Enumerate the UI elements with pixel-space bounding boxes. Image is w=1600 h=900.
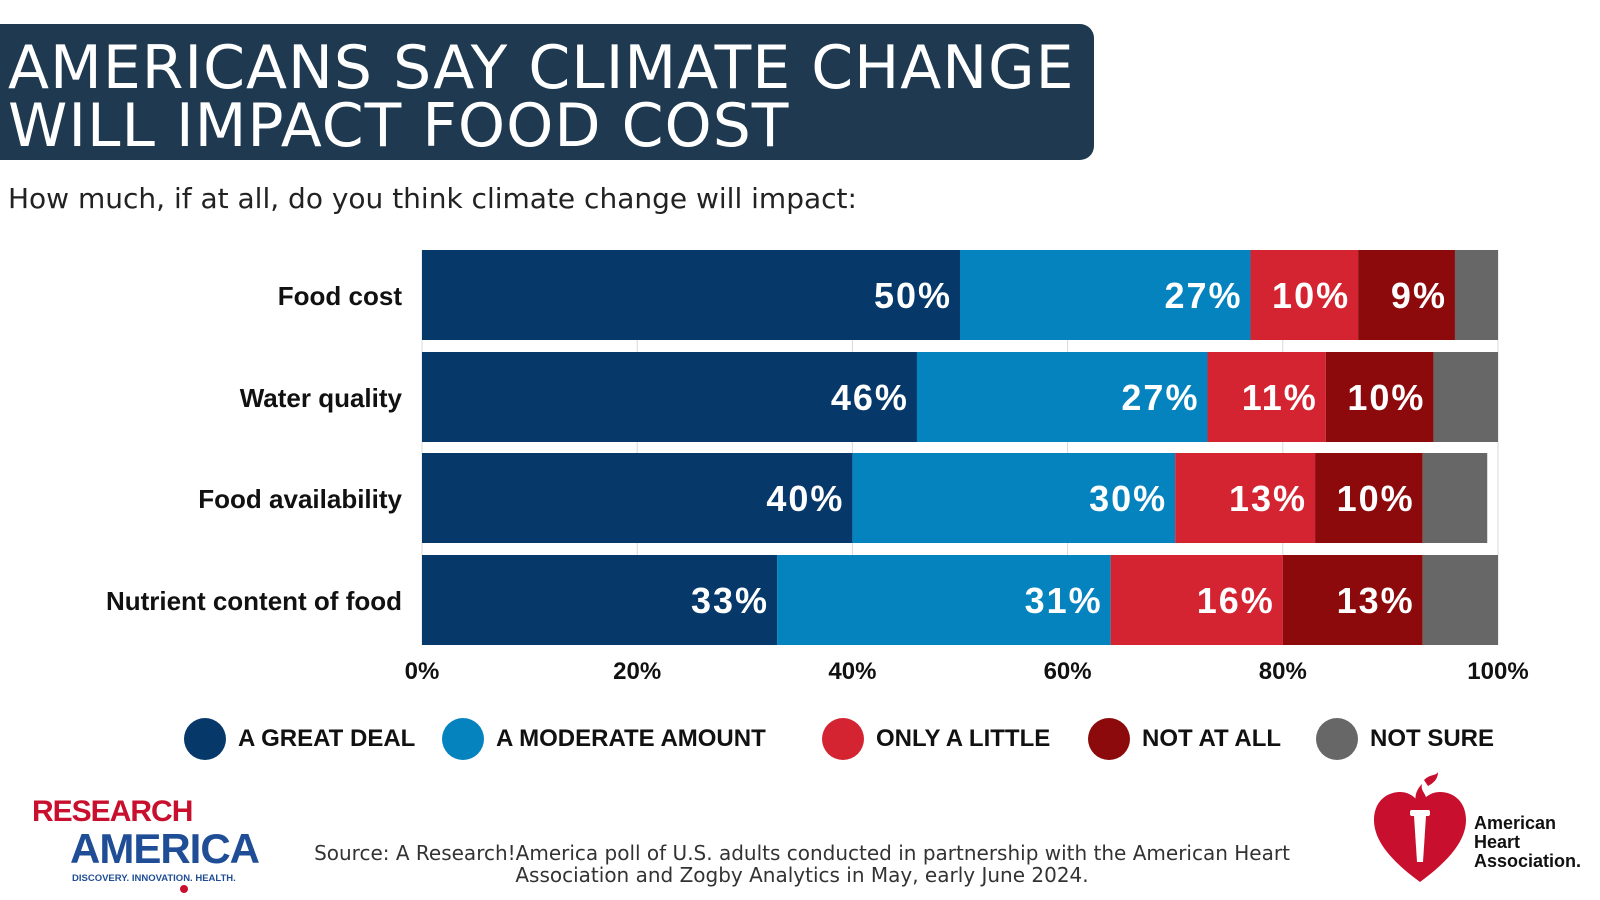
bar-segment <box>1250 250 1359 340</box>
bar-segment <box>422 352 917 442</box>
legend-item: NOT SURE <box>1316 718 1494 760</box>
aha-logo-text: American Heart Association. <box>1474 814 1581 871</box>
x-tick-label: 60% <box>1044 658 1092 685</box>
heart-torch-icon <box>1374 772 1466 882</box>
aha-line-3: Association. <box>1474 851 1582 871</box>
legend-label: NOT AT ALL <box>1142 725 1282 752</box>
data-label: 27% <box>1164 275 1242 316</box>
logo-america-text: AMERICA <box>70 825 260 872</box>
logo-tagline: DISCOVERY. INNOVATION. HEALTH. <box>72 873 236 884</box>
bar-segment <box>1325 352 1434 442</box>
bar-segment <box>1315 453 1423 543</box>
title-banner: AMERICANS SAY CLIMATE CHANGE WILL IMPACT… <box>0 24 1094 160</box>
bar-segment <box>422 555 778 645</box>
x-tick-label: 100% <box>1467 658 1528 685</box>
title-line-1: AMERICANS SAY CLIMATE CHANGE <box>8 33 1075 103</box>
source-line-2: Association and Zogby Analytics in May, … <box>515 863 1089 887</box>
research-america-logo: RESEARCH AMERICA DISCOVERY. INNOVATION. … <box>32 795 260 893</box>
legend-item: ONLY A LITTLE <box>822 718 1050 760</box>
stacked-bar-chart: 50% 27% 10% 9% Food cost 46% 27% 11% 10% Water qu… <box>106 250 1529 685</box>
legend-swatch <box>184 718 226 760</box>
data-label: 11% <box>1242 377 1318 418</box>
title-line-2: WILL IMPACT FOOD COST <box>8 91 790 161</box>
bar-segment <box>1422 453 1488 543</box>
bar-segment <box>1433 352 1498 442</box>
legend-swatch <box>1316 718 1358 760</box>
category-label: Food cost <box>278 281 403 311</box>
x-tick-label: 20% <box>613 658 661 685</box>
legend-swatch <box>1088 718 1130 760</box>
source-line-1: Source: A Research!America poll of U.S. … <box>314 841 1290 865</box>
data-label: 10% <box>1272 275 1350 316</box>
bar-segment <box>852 453 1176 543</box>
source-note: Source: A Research!America poll of U.S. … <box>262 842 1342 886</box>
data-label: 9% <box>1391 275 1447 316</box>
legend-label: A MODERATE AMOUNT <box>496 725 766 752</box>
logo-dot <box>180 885 188 893</box>
data-label: 16% <box>1197 580 1275 621</box>
bar-segment <box>777 555 1111 645</box>
bar-segment <box>1358 250 1455 340</box>
bar-segment <box>1110 555 1283 645</box>
x-tick-label: 40% <box>828 658 876 685</box>
legend-item: A GREAT DEAL <box>184 718 415 760</box>
bar-segment <box>960 250 1251 340</box>
bar-segment <box>1207 352 1326 442</box>
data-label: 13% <box>1337 580 1415 621</box>
bar-segment <box>1175 453 1316 543</box>
data-label: 30% <box>1089 478 1167 519</box>
data-label: 10% <box>1337 478 1415 519</box>
legend-label: NOT SURE <box>1370 725 1495 752</box>
legend-item: NOT AT ALL <box>1088 718 1281 760</box>
category-label: Nutrient content of food <box>106 586 402 616</box>
data-label: 31% <box>1025 580 1103 621</box>
data-label: 27% <box>1121 377 1199 418</box>
aha-line-1: American <box>1474 813 1557 833</box>
legend-swatch <box>822 718 864 760</box>
data-label: 13% <box>1229 478 1307 519</box>
bar-segment <box>916 352 1208 442</box>
bar-segment <box>422 453 853 543</box>
data-label: 10% <box>1347 377 1425 418</box>
bar-segment <box>422 250 960 340</box>
bar-segment <box>1422 555 1498 645</box>
legend-item: A MODERATE AMOUNT <box>442 718 766 760</box>
american-heart-association-logo: American Heart Association. <box>1370 770 1590 890</box>
chart-subtitle: How much, if at all, do you think climat… <box>8 182 857 215</box>
x-tick-label: 0% <box>405 658 440 685</box>
aha-line-2: Heart <box>1474 832 1521 852</box>
x-tick-label: 80% <box>1259 658 1307 685</box>
legend-label: ONLY A LITTLE <box>876 725 1051 752</box>
data-label: 40% <box>766 478 844 519</box>
chart-legend: A GREAT DEAL A MODERATE AMOUNT ONLY A LITT… <box>0 718 1600 774</box>
legend-label: A GREAT DEAL <box>238 725 416 752</box>
logo-research-text: RESEARCH <box>32 795 193 828</box>
data-label: 33% <box>691 580 769 621</box>
data-label: 50% <box>874 275 952 316</box>
bar-segment <box>1282 555 1423 645</box>
category-label: Food availability <box>198 484 402 514</box>
data-label: 46% <box>831 377 909 418</box>
category-label: Water quality <box>240 383 403 413</box>
legend-swatch <box>442 718 484 760</box>
bar-segment <box>1454 250 1498 340</box>
